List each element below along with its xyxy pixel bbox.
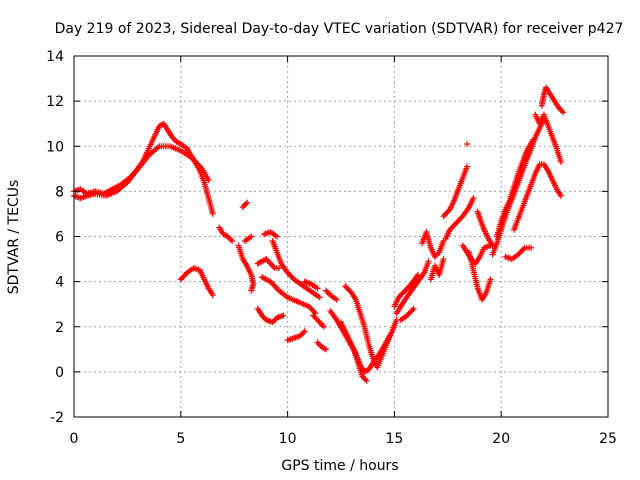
data-point (323, 346, 330, 353)
data-point (314, 285, 321, 292)
y-tick-label: 10 (46, 139, 64, 155)
data-point (320, 323, 327, 330)
x-axis-label: GPS time / hours (281, 458, 398, 474)
data-point (333, 296, 340, 303)
y-tick-label: 2 (55, 320, 64, 336)
data-point (244, 199, 251, 206)
y-tick-label: -2 (50, 410, 64, 426)
y-tick-label: 6 (55, 230, 64, 246)
data-point (558, 159, 565, 166)
x-tick-label: 25 (599, 431, 617, 447)
chart-title: Day 219 of 2023, Sidereal Day-to-day VTE… (55, 21, 624, 37)
data-point (560, 109, 567, 116)
data-point (409, 307, 416, 314)
outlier-point (464, 140, 471, 147)
data-point (470, 195, 477, 202)
data-point (440, 256, 447, 263)
y-tick-label: 12 (46, 94, 64, 110)
x-tick-label: 15 (385, 431, 403, 447)
x-tick-label: 0 (70, 431, 79, 447)
y-tick-label: 4 (55, 275, 64, 291)
data-point (530, 136, 537, 143)
data-point (280, 312, 287, 319)
data-point (528, 244, 535, 251)
grid (74, 56, 608, 417)
data-point (410, 305, 417, 312)
y-tick-label: 8 (55, 184, 64, 200)
axis-ticks: 0 5 10 15 20 25 -2 0 2 4 6 8 10 12 14 (46, 49, 617, 447)
data-point (425, 258, 432, 265)
data-point (248, 233, 255, 240)
y-tick-label: 14 (46, 49, 64, 65)
data-point (464, 163, 471, 170)
x-tick-label: 10 (279, 431, 297, 447)
data-point (315, 317, 322, 324)
data-point (276, 265, 283, 272)
y-axis-label: SDTVAR / TECUs (6, 180, 22, 295)
x-tick-label: 5 (176, 431, 185, 447)
data-point (248, 287, 255, 294)
data-point (520, 246, 527, 253)
data-point (387, 332, 394, 339)
x-tick-label: 20 (492, 431, 510, 447)
data-point (347, 288, 354, 295)
data-point (273, 233, 280, 240)
data-point (487, 276, 494, 283)
data-point (363, 377, 370, 384)
data-point (316, 294, 323, 301)
data-point (558, 192, 565, 199)
data-point (445, 207, 452, 214)
data-point (205, 177, 212, 184)
data-point (301, 328, 308, 335)
data-points (71, 84, 567, 384)
data-point (209, 292, 216, 299)
y-tick-label: 0 (55, 365, 64, 381)
data-point (414, 271, 421, 278)
data-point (209, 210, 216, 217)
data-point (229, 238, 236, 245)
